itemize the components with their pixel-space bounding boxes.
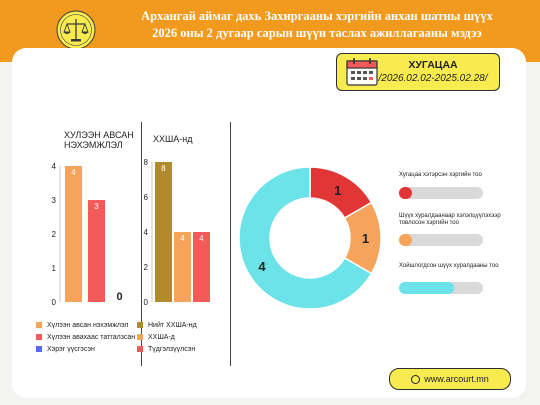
legend-item: ХХША-д: [137, 331, 197, 343]
legend-swatch: [36, 346, 42, 352]
period-badge: ХУГАЦАА /2026.02.02-2025.02.28/: [336, 53, 500, 91]
title-line-2: 2026 оны 2 дугаар сарын шүүн таслах ажил…: [152, 26, 482, 40]
data-label: 4: [199, 234, 204, 243]
y-tick-label: 4: [144, 228, 149, 237]
data-label: 3: [94, 202, 99, 211]
divider-2: [230, 122, 232, 366]
globe-icon: [411, 375, 421, 384]
y-tick-label: 1: [52, 264, 57, 273]
period-range: /2026.02.02-2025.02.28/: [378, 73, 488, 84]
bar: [174, 232, 191, 302]
y-tick-label: 6: [144, 193, 149, 202]
pill-fill-2: [399, 234, 412, 246]
bar: [65, 166, 82, 302]
slice-value-label: 1: [334, 183, 341, 198]
title-line-1: Архангай аймаг дахь Захиргааны хэргийн а…: [141, 9, 493, 23]
website-badge[interactable]: www.arcourt.mn: [389, 368, 511, 390]
period-label: ХУГАЦАА: [408, 59, 458, 71]
y-tick-label: 8: [144, 158, 149, 167]
legend-item: Хүлээн авахаас татгалзсан: [36, 331, 135, 343]
pill-fill-1: [399, 187, 412, 199]
bar: [88, 200, 105, 302]
pill-fill-3: [399, 282, 454, 294]
chart2-title: ХХША-нд: [153, 134, 193, 144]
y-tick-label: 4: [52, 162, 57, 171]
donut-slice: [238, 166, 373, 310]
chart1-bars: 0 1 2 3 4 4 3 0: [52, 162, 123, 307]
chart1-legend: Хүлээн авсан нэхэмжлэл Хүлээн авахаас та…: [36, 319, 135, 355]
slice-value-label: 4: [258, 259, 266, 274]
legend-swatch: [137, 346, 143, 352]
legend-label: Нийт ХХША-нд: [148, 321, 197, 329]
pill-label-2: Шүүх хуралдаанаар хэлэлцүүлэхээр товлосо…: [399, 213, 501, 226]
legend-item: Түдгэлзүүлсэн: [137, 343, 197, 355]
bar: [193, 232, 210, 302]
donut-chart: 1 1 4: [238, 166, 382, 310]
legend-item: Нийт ХХША-нд: [137, 319, 197, 331]
data-label: 4: [71, 168, 76, 177]
legend-swatch: [137, 322, 143, 328]
pill-bar-2: [399, 234, 483, 246]
pill-label-1: Хугацаа хэтэрсэн хэргийн тоо: [399, 172, 482, 178]
y-tick-label: 3: [52, 196, 57, 205]
y-tick-label: 2: [52, 230, 57, 239]
legend-swatch: [36, 322, 42, 328]
y-tick-label: 0: [52, 298, 57, 307]
slice-value-label: 1: [362, 231, 369, 246]
pill-bar-1: [399, 187, 483, 199]
website-link[interactable]: www.arcourt.mn: [424, 374, 489, 384]
data-label: 4: [180, 234, 185, 243]
scales-of-justice-icon: [56, 10, 96, 50]
data-label: 8: [161, 164, 166, 173]
legend-label: Хүлээн авсан нэхэмжлэл: [47, 321, 129, 329]
legend-label: Хүлээн авахаас татгалзсан: [47, 333, 136, 341]
legend-item: Хүлээн авсан нэхэмжлэл: [36, 319, 135, 331]
legend-label: ХХША-д: [148, 333, 175, 341]
legend-swatch: [36, 334, 42, 340]
chart2-legend: Нийт ХХША-нд ХХША-д Түдгэлзүүлсэн: [137, 319, 197, 355]
legend-item: Хэрэг үүсгэсэн: [36, 343, 135, 355]
y-tick-label: 2: [144, 263, 149, 272]
legend-label: Хэрэг үүсгэсэн: [47, 345, 95, 353]
legend-swatch: [137, 334, 143, 340]
chart1-title: ХУЛЭЭН АВСАН НЭХЭМЖЛЭЛ: [64, 130, 134, 150]
legend-label: Түдгэлзүүлсэн: [148, 345, 196, 353]
bar: [155, 162, 172, 302]
pill-bar-3: [399, 282, 483, 294]
chart2-bars: 0 2 4 6 8 8 4 4: [144, 158, 210, 307]
calendar-icon: [346, 58, 378, 86]
data-label: 0: [116, 291, 122, 303]
y-tick-label: 0: [144, 298, 149, 307]
page-title: Архангай аймаг дахь Захиргааны хэргийн а…: [112, 8, 522, 42]
pill-label-3: Хойшлогдсон шүүх хуралдааны тоо: [399, 263, 499, 269]
divider-1: [141, 122, 143, 366]
